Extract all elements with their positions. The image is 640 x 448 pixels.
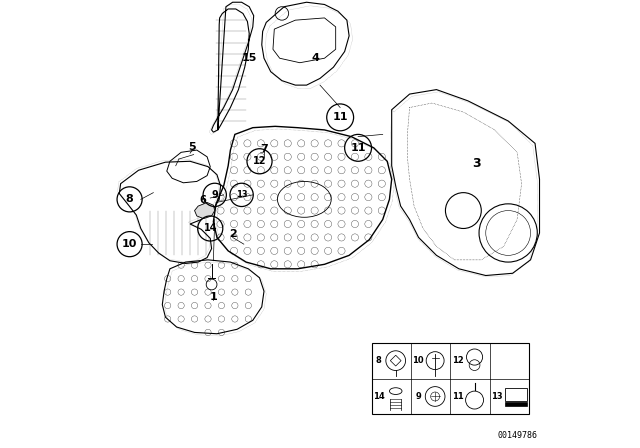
Text: 7: 7 (260, 144, 268, 154)
Text: 10: 10 (122, 239, 138, 249)
Text: 14: 14 (204, 224, 217, 233)
Text: 13: 13 (491, 392, 503, 401)
Text: 5: 5 (189, 142, 196, 152)
Text: 11: 11 (452, 392, 463, 401)
Text: 13: 13 (236, 190, 248, 199)
Bar (505, 402, 527, 406)
Text: 9: 9 (211, 190, 218, 200)
Text: 15: 15 (241, 53, 257, 63)
Text: 3: 3 (472, 157, 481, 170)
Text: 9: 9 (415, 392, 421, 401)
Text: 6: 6 (199, 195, 206, 205)
Text: 8: 8 (125, 194, 134, 204)
Text: 12: 12 (253, 156, 266, 166)
Text: 8: 8 (376, 356, 381, 365)
Text: 00149786: 00149786 (497, 431, 538, 440)
Text: 10: 10 (412, 356, 424, 365)
Text: 2: 2 (228, 229, 237, 239)
Text: 11: 11 (350, 143, 366, 153)
Bar (371, 343, 529, 414)
Text: 12: 12 (452, 356, 463, 365)
Text: 4: 4 (312, 53, 319, 63)
Text: 11: 11 (332, 112, 348, 122)
Text: 14: 14 (373, 392, 385, 401)
Polygon shape (195, 202, 214, 219)
Bar (505, 388, 527, 401)
Text: 1: 1 (209, 292, 217, 302)
